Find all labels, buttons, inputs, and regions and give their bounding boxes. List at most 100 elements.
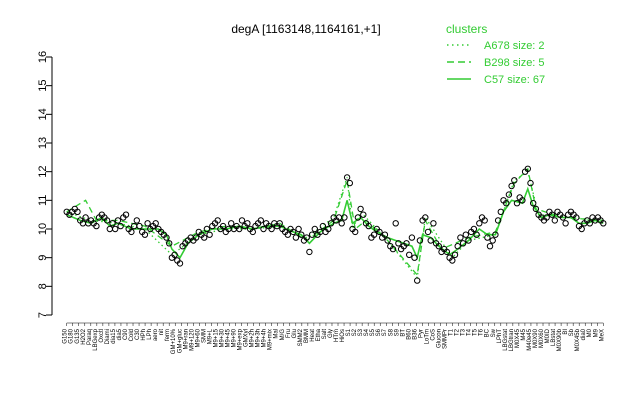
x-tick-label: dia0 bbox=[581, 328, 587, 340]
x-tick-label: GM+10% bbox=[171, 328, 177, 354]
data-point bbox=[543, 214, 550, 221]
x-tick-label: M0X45 bbox=[515, 328, 521, 348]
data-point bbox=[109, 220, 116, 227]
x-tick-label: G180 bbox=[69, 328, 75, 343]
x-tick-label: T1 bbox=[449, 328, 455, 336]
y-tick-label: 8 bbox=[37, 283, 49, 289]
data-point bbox=[408, 234, 416, 241]
x-tick-label: LBstat bbox=[551, 329, 557, 346]
x-tick-label: T5 bbox=[473, 328, 479, 336]
x-tick-label: M0X60 bbox=[539, 328, 545, 348]
data-point bbox=[492, 231, 499, 238]
data-point bbox=[449, 257, 456, 264]
data-point bbox=[214, 217, 221, 224]
y-axis: 7 8 9 10 11 12 13 14 15 16 bbox=[37, 51, 53, 318]
x-tick-label: BT bbox=[400, 329, 406, 337]
y-tick-label: 13 bbox=[37, 137, 49, 149]
data-point bbox=[93, 222, 100, 230]
data-point bbox=[578, 225, 585, 233]
x-tick-label: nit bbox=[159, 329, 165, 336]
x-tick-label: BMM bbox=[304, 329, 310, 343]
x-tick-label: Pyr bbox=[418, 329, 424, 338]
x-tick-label: LPh bbox=[147, 329, 153, 340]
x-tick-label: M9+90 bbox=[232, 328, 238, 347]
x-tick-label: dia5 bbox=[117, 328, 123, 340]
x-tick-label: Cold bbox=[129, 329, 135, 341]
data-point bbox=[176, 260, 184, 267]
data-point bbox=[389, 245, 397, 253]
y-tick-label: 7 bbox=[37, 312, 49, 318]
x-tick-label: M/G bbox=[280, 329, 286, 341]
data-point bbox=[219, 222, 227, 230]
x-tick-label: G150 bbox=[63, 328, 69, 343]
x-tick-label: LBGexp bbox=[93, 328, 99, 350]
data-point bbox=[319, 222, 327, 230]
data-point bbox=[457, 234, 464, 241]
x-tick-label: BC bbox=[485, 328, 491, 337]
data-point bbox=[411, 254, 418, 261]
data-point bbox=[346, 179, 353, 187]
x-tick-label: Fru bbox=[286, 329, 292, 338]
y-tick-label: 10 bbox=[37, 223, 49, 235]
data-point bbox=[201, 234, 208, 241]
x-tick-label: S4 bbox=[364, 328, 370, 336]
data-point bbox=[573, 214, 580, 221]
legend-entry-c57: C57 size: 67 bbox=[484, 74, 545, 86]
x-tick-label: M45 bbox=[521, 328, 527, 340]
x-tick-label: M40e45 bbox=[527, 328, 533, 350]
data-point bbox=[527, 179, 534, 187]
cluster-line-dotted bbox=[66, 170, 604, 280]
y-tick-label: 9 bbox=[37, 255, 49, 261]
x-tick-label: M9+120 bbox=[189, 328, 195, 351]
x-tick-label: S6 bbox=[376, 328, 382, 336]
x-tick-label: M9+15 bbox=[213, 328, 219, 347]
data-point bbox=[128, 228, 135, 236]
data-point bbox=[381, 231, 389, 238]
x-tick-label: B60 bbox=[406, 328, 412, 339]
x-tick-label: M9+4h bbox=[262, 329, 268, 348]
x-tick-label: Glucon bbox=[437, 329, 443, 348]
x-tick-label: M9 bbox=[593, 328, 599, 337]
x-tick-label: M9+L bbox=[207, 328, 213, 344]
data-point bbox=[192, 234, 200, 241]
data-point bbox=[406, 251, 413, 259]
x-tick-label: Mal bbox=[274, 329, 280, 339]
x-tick-label: B36 bbox=[412, 328, 418, 339]
data-point bbox=[236, 225, 243, 233]
data-point bbox=[284, 231, 291, 238]
x-tick-label: Paraq bbox=[87, 329, 93, 345]
data-point bbox=[481, 217, 488, 224]
x-tick-label: GMXyl bbox=[244, 329, 250, 347]
data-point bbox=[462, 231, 469, 238]
data-point bbox=[551, 217, 558, 224]
data-point bbox=[106, 225, 114, 233]
data-point bbox=[276, 220, 283, 227]
x-tick-label: M9+ran bbox=[183, 329, 189, 350]
data-point bbox=[497, 208, 504, 216]
data-point bbox=[357, 205, 364, 213]
x-tick-label: LBGstat bbox=[503, 329, 509, 351]
x-tick-label: Diami bbox=[105, 329, 111, 344]
x-tick-label: HPh bbox=[141, 329, 147, 341]
x-tick-label: Sb bbox=[569, 328, 575, 336]
data-point bbox=[435, 243, 442, 250]
data-point bbox=[505, 191, 513, 198]
data-point bbox=[443, 248, 451, 256]
data-point bbox=[473, 231, 480, 238]
data-point bbox=[327, 220, 335, 227]
data-point bbox=[494, 217, 502, 224]
data-point bbox=[133, 217, 141, 224]
x-tick-label: C30 bbox=[135, 328, 141, 340]
data-point bbox=[166, 240, 173, 247]
x-tick-label: SMM bbox=[201, 329, 207, 343]
x-tick-label: Glu bbox=[292, 329, 298, 338]
data-point bbox=[484, 234, 491, 241]
x-tick-label: LPhT bbox=[497, 329, 503, 344]
y-tick-label: 14 bbox=[37, 108, 49, 120]
data-point bbox=[430, 220, 437, 227]
data-point bbox=[424, 228, 432, 236]
x-tick-label: HiOs bbox=[340, 329, 346, 342]
x-tick-label: C90 bbox=[123, 328, 129, 340]
data-point bbox=[295, 225, 302, 233]
data-point bbox=[206, 231, 213, 238]
